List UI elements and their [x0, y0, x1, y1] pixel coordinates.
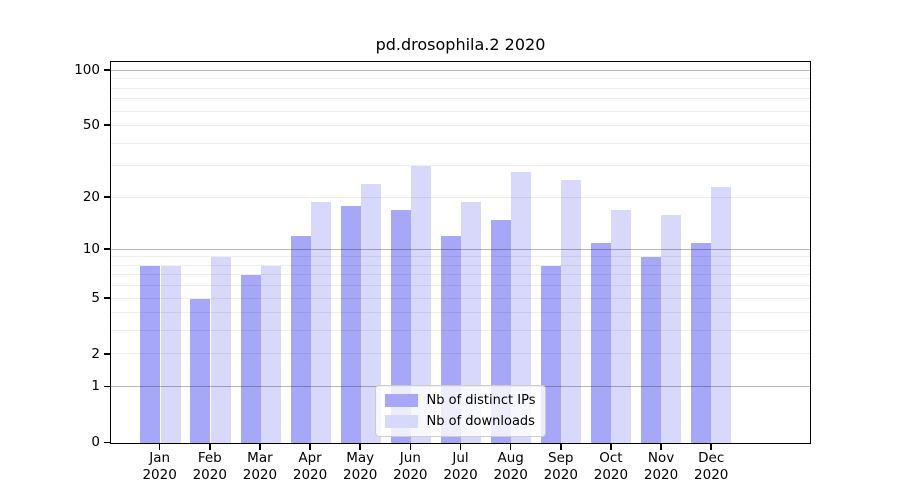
y-tick-label: 100 [74, 62, 100, 79]
bar-distinct-ips [690, 242, 711, 443]
legend-item-downloads: Nb of downloads [384, 414, 536, 429]
x-tick-label: Nov 2020 [643, 450, 679, 483]
bar-downloads [310, 201, 331, 443]
y-tick-label: 10 [82, 240, 100, 257]
x-tick-label: Sep 2020 [543, 450, 578, 483]
gridline-minor [111, 142, 810, 144]
y-tick-label: 20 [82, 188, 100, 205]
bar-distinct-ips [590, 242, 611, 443]
x-tick-label: Feb 2020 [192, 450, 227, 483]
x-tick-label: May 2020 [343, 450, 378, 483]
y-tick-label: 50 [82, 117, 100, 134]
gridline-minor [111, 110, 810, 112]
x-tick-mark [259, 444, 261, 450]
x-tick-mark [208, 444, 211, 450]
y-tick-label: 2 [91, 345, 100, 362]
chart-title: pd.drosophila.2 2020 [375, 35, 546, 54]
gridline-minor [111, 98, 810, 100]
bar-distinct-ips [240, 275, 261, 443]
x-tick-label: Mar 2020 [242, 450, 278, 483]
plot-area: Nb of distinct IPs Nb of downloads [110, 61, 811, 444]
bar-distinct-ips [140, 265, 161, 443]
bar-downloads [360, 183, 381, 443]
y-tick-label: 5 [91, 289, 100, 306]
x-tick-mark [660, 444, 662, 450]
x-tick-label: Oct 2020 [593, 450, 629, 483]
y-tick-mark [104, 441, 110, 444]
y-tick-label: 1 [91, 378, 100, 395]
bar-distinct-ips [290, 236, 311, 443]
y-tick-mark [104, 124, 110, 126]
bar-downloads [160, 265, 181, 443]
x-tick-label: Jan 2020 [142, 450, 177, 483]
gridline-minor [111, 125, 810, 127]
x-tick-mark [309, 444, 311, 450]
y-tick-mark [104, 248, 110, 250]
bar-distinct-ips [390, 210, 411, 443]
gridline-minor [111, 165, 810, 167]
gridline-minor [111, 196, 810, 198]
bar-downloads [560, 180, 581, 443]
gridline-minor [111, 87, 810, 89]
bar-downloads [610, 210, 631, 443]
bar-distinct-ips [190, 298, 211, 443]
x-tick-mark [559, 444, 562, 450]
x-tick-label: Aug 2020 [493, 450, 528, 483]
y-tick-label: 0 [91, 434, 100, 451]
legend: Nb of distinct IPs Nb of downloads [374, 385, 547, 437]
legend-swatch-downloads [384, 415, 418, 428]
x-tick-label: Dec 2020 [694, 450, 729, 483]
y-tick-mark [104, 352, 110, 355]
x-tick-mark [610, 444, 612, 450]
bar-distinct-ips [640, 257, 661, 443]
bar-downloads [510, 171, 531, 443]
x-tick-label: Apr 2020 [292, 450, 328, 483]
legend-label: Nb of downloads [426, 414, 535, 429]
gridline-major [111, 70, 810, 72]
bar-downloads [710, 186, 731, 443]
x-tick-mark [509, 444, 512, 450]
bar-downloads [410, 166, 431, 443]
gridline-minor [111, 78, 810, 80]
bar-downloads [660, 214, 681, 443]
x-tick-mark [359, 444, 361, 450]
bar-distinct-ips [340, 205, 361, 443]
x-tick-mark [409, 444, 412, 450]
legend-swatch-distinct-ips [384, 394, 418, 407]
legend-label: Nb of distinct IPs [426, 393, 536, 408]
y-tick-mark [104, 385, 110, 388]
x-tick-label: Jun 2020 [393, 450, 428, 483]
legend-item-distinct-ips: Nb of distinct IPs [384, 393, 536, 408]
y-tick-mark [104, 69, 110, 71]
bar-downloads [260, 265, 281, 443]
x-tick-mark [459, 444, 462, 450]
x-tick-mark [158, 444, 161, 450]
bar-downloads [460, 201, 481, 443]
x-tick-mark [710, 444, 712, 450]
y-tick-mark [104, 297, 110, 299]
y-tick-mark [104, 195, 110, 198]
x-tick-label: Jul 2020 [443, 450, 478, 483]
bar-downloads [210, 257, 231, 443]
